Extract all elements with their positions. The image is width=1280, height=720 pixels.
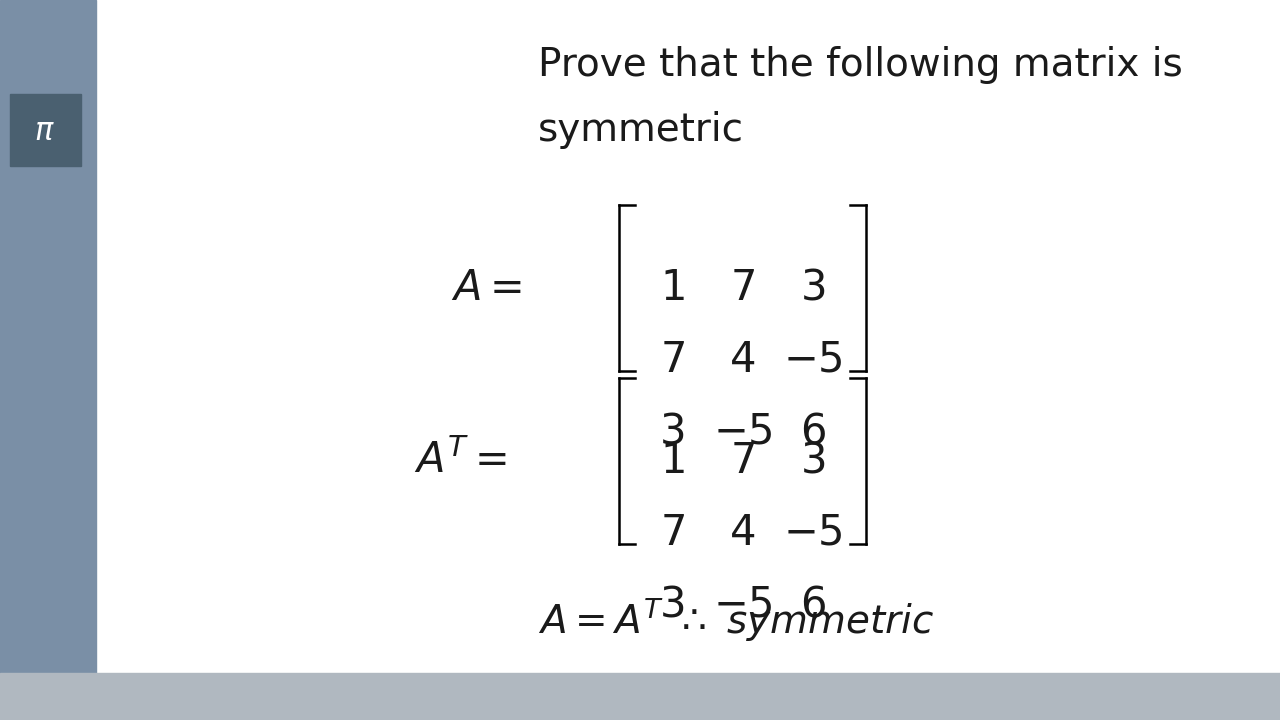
Text: $-5$: $-5$ — [783, 339, 842, 381]
Text: $3$: $3$ — [659, 411, 685, 453]
Text: $3$: $3$ — [659, 584, 685, 626]
Text: $6$: $6$ — [800, 584, 826, 626]
Text: Prove that the following matrix is: Prove that the following matrix is — [538, 46, 1183, 84]
Text: $A = A^T\ \therefore\ \mathit{symmetric}$: $A = A^T\ \therefore\ \mathit{symmetric}… — [538, 595, 934, 643]
Text: $4$: $4$ — [730, 512, 755, 554]
Text: $1$: $1$ — [659, 440, 685, 482]
Text: $A =$: $A =$ — [451, 267, 522, 309]
Text: $\pi$: $\pi$ — [35, 117, 55, 145]
Text: $-5$: $-5$ — [783, 512, 842, 554]
Text: $-5$: $-5$ — [713, 584, 772, 626]
Text: $3$: $3$ — [800, 440, 826, 482]
Text: $7$: $7$ — [730, 267, 755, 309]
Text: $7$: $7$ — [659, 512, 685, 554]
Text: symmetric: symmetric — [538, 111, 744, 148]
Text: $A^T =$: $A^T =$ — [415, 440, 507, 482]
Text: $4$: $4$ — [730, 339, 755, 381]
Text: $7$: $7$ — [730, 440, 755, 482]
Text: $1$: $1$ — [659, 267, 685, 309]
Text: $3$: $3$ — [800, 267, 826, 309]
Text: $-5$: $-5$ — [713, 411, 772, 453]
Text: $6$: $6$ — [800, 411, 826, 453]
Text: $7$: $7$ — [659, 339, 685, 381]
